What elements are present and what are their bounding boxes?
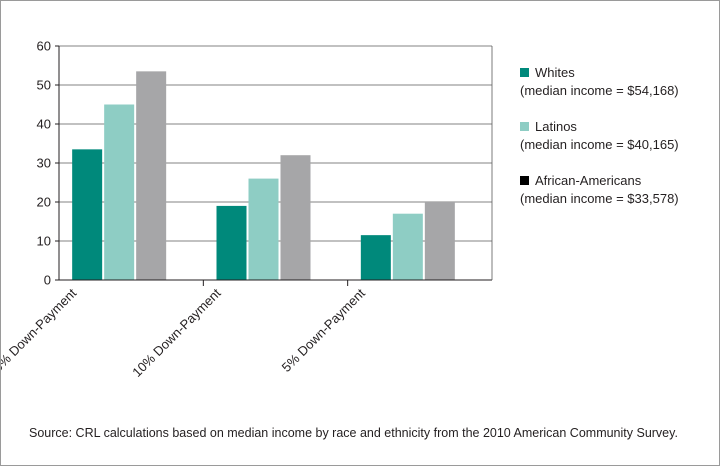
y-tick-label: 0: [44, 273, 51, 288]
y-tick-label: 60: [37, 39, 51, 54]
bar-whites-2: [216, 205, 247, 280]
legend-detail: (median income = $40,165): [520, 137, 679, 152]
legend-swatch: [520, 122, 529, 131]
axes: [55, 45, 493, 286]
bar-latinos-2: [248, 178, 279, 280]
legend-label: Latinos: [535, 119, 577, 134]
x-tick-labels: 20% Down-Payment 10% Down-Payment 5% Down-…: [1, 285, 368, 380]
legend-label: African-Americans: [535, 173, 642, 188]
y-tick-label: 10: [37, 234, 51, 249]
bar-whites-1: [72, 149, 103, 280]
y-tick-label: 50: [37, 78, 51, 93]
bars: [72, 71, 455, 280]
legend-swatch: [520, 176, 529, 185]
x-tick-label: 5% Down-Payment: [279, 285, 369, 375]
source-note: Source: CRL calculations based on median…: [29, 426, 678, 440]
bar-african-americans-1: [136, 71, 167, 280]
bar-latinos-1: [104, 104, 135, 280]
bar-african-americans-2: [280, 155, 311, 280]
bar-latinos-3: [392, 213, 423, 280]
bar-whites-3: [360, 235, 391, 280]
legend-detail: (median income = $33,578): [520, 191, 679, 206]
bar-african-americans-3: [424, 202, 455, 280]
y-tick-label: 20: [37, 195, 51, 210]
legend-detail: (median income = $54,168): [520, 83, 679, 98]
x-tick-label: 10% Down-Payment: [129, 285, 224, 380]
legend-swatch: [520, 68, 529, 77]
y-tick-labels: 0 10 20 30 40 50 60: [37, 39, 51, 288]
legend: Whites (median income = $54,168) Latinos (m…: [520, 65, 679, 206]
x-tick-label: 20% Down-Payment: [1, 285, 80, 380]
y-tick-label: 40: [37, 117, 51, 132]
y-tick-label: 30: [37, 156, 51, 171]
legend-label: Whites: [535, 65, 575, 80]
